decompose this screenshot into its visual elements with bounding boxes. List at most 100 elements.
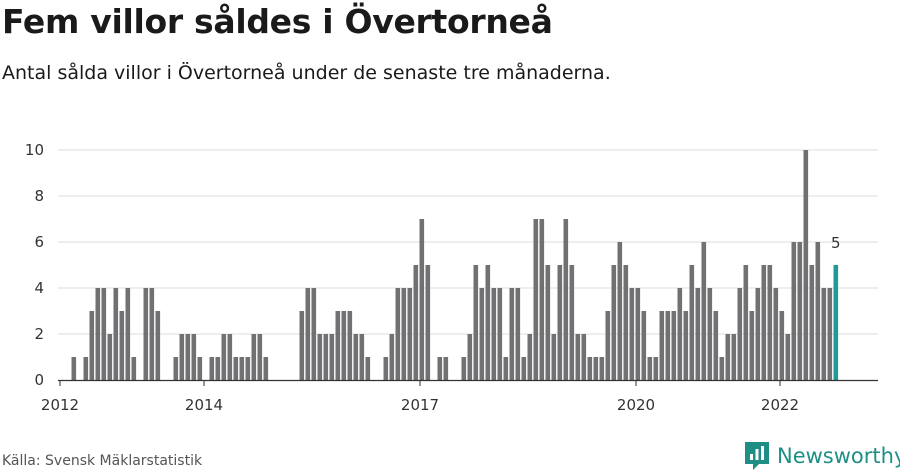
bar: [593, 357, 599, 380]
bar: [575, 334, 581, 380]
bar: [611, 265, 617, 380]
bar: [107, 334, 113, 380]
bar: [803, 150, 809, 380]
bar: [779, 311, 785, 380]
bar: [149, 288, 155, 380]
x-tick-label: 2022: [761, 396, 799, 414]
bar: [809, 265, 815, 380]
bar: [503, 357, 509, 380]
bar: [491, 288, 497, 380]
bar: [707, 288, 713, 380]
bar: [341, 311, 347, 380]
x-axis: 2012 2014 2017 2020 2022: [41, 379, 878, 414]
bar: [545, 265, 551, 380]
bar: [95, 288, 101, 380]
bar: [185, 334, 191, 380]
bar: [221, 334, 227, 380]
bar: [365, 357, 371, 380]
bar: [143, 288, 149, 380]
bar: [437, 357, 443, 380]
bar: [353, 334, 359, 380]
bar: [701, 242, 707, 380]
bar: [725, 334, 731, 380]
bar: [641, 311, 647, 380]
bar: [197, 357, 203, 380]
bar: [329, 334, 335, 380]
bar: [623, 265, 629, 380]
bar: [767, 265, 773, 380]
bar: [209, 357, 215, 380]
bar: [599, 357, 605, 380]
x-tick-label: 2017: [401, 396, 439, 414]
bar: [173, 357, 179, 380]
bar: [461, 357, 467, 380]
bar: [743, 265, 749, 380]
highlight-value-label: 5: [831, 234, 841, 252]
bar: [761, 265, 767, 380]
bar: [791, 242, 797, 380]
bar: [527, 334, 533, 380]
y-tick-label: 2: [34, 325, 44, 343]
highlight-bar: [833, 265, 839, 380]
bar: [443, 357, 449, 380]
bar: [479, 288, 485, 380]
bar: [797, 242, 803, 380]
bar: [665, 311, 671, 380]
chart-title: Fem villor såldes i Övertorneå: [2, 2, 553, 41]
bar: [473, 265, 479, 380]
x-tick-label: 2014: [185, 396, 223, 414]
bar: [179, 334, 185, 380]
y-axis: 0 2 4 6 8 10: [25, 141, 44, 389]
bar: [539, 219, 545, 380]
x-tick-label: 2012: [41, 396, 79, 414]
bar: [311, 288, 317, 380]
bar: [557, 265, 563, 380]
bar: [245, 357, 251, 380]
brand-name: Newsworthy: [777, 444, 900, 468]
bar: [533, 219, 539, 380]
y-tick-label: 4: [34, 279, 44, 297]
bar: [695, 288, 701, 380]
bar: [677, 288, 683, 380]
bar: [515, 288, 521, 380]
bar: [215, 357, 221, 380]
y-tick-label: 8: [34, 187, 44, 205]
bar: [299, 311, 305, 380]
bar: [125, 288, 131, 380]
bar: [323, 334, 329, 380]
bar: [71, 357, 77, 380]
bar: [659, 311, 665, 380]
bar: [383, 357, 389, 380]
bar: [689, 265, 695, 380]
bar: [317, 334, 323, 380]
chart-subtitle: Antal sålda villor i Övertorneå under de…: [2, 62, 611, 84]
bar: [485, 265, 491, 380]
bar: [773, 288, 779, 380]
bar: [647, 357, 653, 380]
bar: [251, 334, 257, 380]
bar: [713, 311, 719, 380]
bar: [785, 334, 791, 380]
bar: [587, 357, 593, 380]
bar: [581, 334, 587, 380]
bar: [749, 311, 755, 380]
bar: [635, 288, 641, 380]
bar: [521, 357, 527, 380]
bar: [653, 357, 659, 380]
bar: [755, 288, 761, 380]
annotations: 5: [831, 234, 841, 252]
bar: [731, 334, 737, 380]
bar: [389, 334, 395, 380]
y-tick-label: 10: [25, 141, 44, 159]
gridlines: [58, 149, 878, 335]
bar: [401, 288, 407, 380]
bar: [155, 311, 161, 380]
bar: [419, 219, 425, 380]
y-tick-label: 6: [34, 233, 44, 251]
bar: [119, 311, 125, 380]
bar: [89, 311, 95, 380]
bar: [257, 334, 263, 380]
bar: [671, 311, 677, 380]
bar: [815, 242, 821, 380]
newsworthy-icon: [745, 442, 769, 470]
